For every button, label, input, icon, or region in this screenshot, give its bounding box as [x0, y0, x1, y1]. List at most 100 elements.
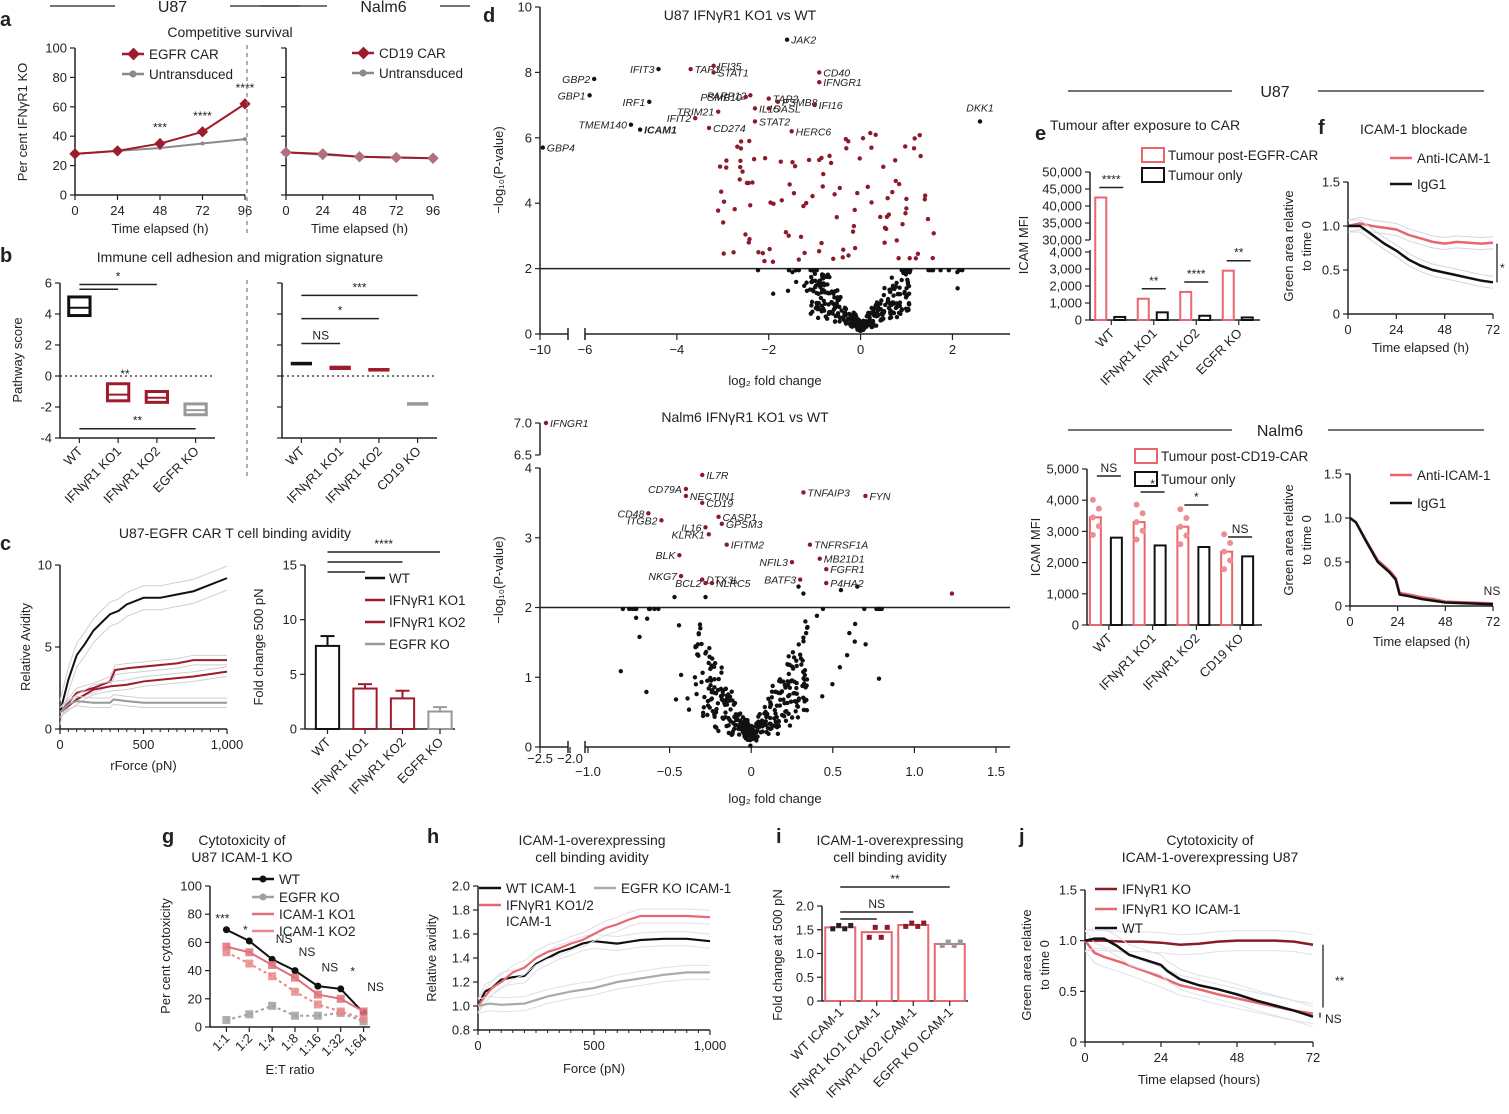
e1-sig-text: ** — [1149, 274, 1159, 288]
d1-point-significant — [732, 206, 737, 212]
j1-sig-text-1: ** — [1335, 974, 1345, 988]
d1-point-significant — [718, 189, 724, 194]
c1-error-band-lower — [59, 589, 228, 725]
d2-point — [820, 606, 826, 612]
e2-point — [1183, 532, 1190, 539]
d1-point-labeled — [591, 76, 597, 82]
f1-error-band — [1348, 219, 1494, 277]
b1-y-tick-label: 2 — [45, 338, 52, 353]
d1-gene-label: PARP12 — [707, 90, 747, 102]
j1-x-tick-label: 24 — [1154, 1050, 1168, 1065]
d1-point — [785, 288, 791, 294]
d1-point-significant — [827, 153, 832, 159]
d2-point — [781, 679, 786, 684]
d2-point — [785, 662, 790, 667]
b1-box — [67, 295, 92, 318]
d1-point-significant — [837, 185, 842, 191]
b2-x-tick-label: WT — [283, 443, 308, 468]
d2-point — [719, 665, 724, 670]
d1-point — [906, 291, 912, 296]
panel-label-a: a — [0, 9, 12, 31]
d2-point — [783, 685, 788, 690]
i1-point — [866, 934, 872, 940]
g1-point — [245, 948, 254, 957]
d2-point — [738, 718, 743, 723]
h1-y-tick-label: 2.0 — [452, 879, 470, 894]
d2-point — [732, 700, 738, 706]
e2-point — [1221, 566, 1228, 573]
d1-point-labeled — [706, 125, 712, 131]
a1-point — [196, 126, 209, 138]
e2-point — [1133, 519, 1140, 526]
d2-point — [769, 695, 774, 700]
f1-sig-text: * — [1500, 261, 1505, 275]
d1-point — [837, 315, 843, 320]
h1-error-band — [477, 945, 711, 1014]
chart-title-j1-2: ICAM-1-overexpressing U87 — [1122, 849, 1299, 865]
g1-legend-icam1-ko2-label: ICAM-1 KO2 — [279, 924, 356, 939]
e2-legend-post-car-label: Tumour post-CD19-CAR — [1161, 449, 1309, 464]
chart-title-g1: Cytotoxicity of — [198, 832, 285, 848]
e1-y-tick-label: 1,000 — [1049, 296, 1082, 311]
a2-x-axis-title: Time elapsed (h) — [311, 221, 408, 236]
d2-point — [724, 697, 729, 703]
d2-gene-label: BCL2 — [675, 578, 701, 590]
j1-sig-text-2: NS — [1325, 1012, 1342, 1026]
d1-point-significant — [886, 212, 892, 217]
f1-x-tick-label: 24 — [1389, 322, 1403, 337]
d1-point-significant — [798, 234, 804, 239]
e1-y-tick-label: 40,000 — [1042, 199, 1082, 214]
e2-point — [1095, 523, 1102, 530]
j1-legend-wt-label: WT — [1122, 921, 1143, 936]
d2-gene-label: BATF3 — [764, 575, 796, 587]
d1-gene-label: IFI16 — [819, 100, 843, 112]
g1-legend-egfr-ko-marker — [259, 893, 267, 901]
d2-point-labeled — [797, 577, 803, 582]
chart-title-c: U87-EGFR CAR T cell binding avidity — [119, 525, 351, 541]
a1-point — [69, 148, 81, 160]
d2-point — [703, 651, 708, 656]
chart-title-a: Competitive survival — [167, 24, 292, 40]
d2-point — [773, 711, 778, 716]
d2-gene-label: FGFR1 — [830, 564, 864, 576]
d2-point-labeled — [677, 552, 682, 558]
d2-point — [862, 606, 867, 612]
d1-point — [826, 290, 831, 296]
d1-point — [938, 268, 943, 273]
d2-x-tick-label: −0.5 — [657, 764, 683, 779]
a2-x-tick-label: 48 — [352, 203, 366, 218]
chart-title-f1: ICAM-1 blockade — [1360, 121, 1468, 137]
g1-point — [291, 987, 299, 996]
e1-bar-tumour-only — [1198, 314, 1212, 321]
a1-y-tick-label: 0 — [60, 188, 67, 203]
d1-point — [853, 312, 858, 317]
g1-x-tick-label: 1:16 — [295, 1031, 324, 1060]
d2-point — [672, 594, 677, 600]
d2-point — [627, 606, 632, 612]
panel-label-e: e — [1035, 123, 1046, 145]
j1-y-tick-label: 0.5 — [1059, 984, 1077, 999]
d1-point-significant — [738, 139, 744, 144]
a1-significance: *** — [153, 121, 167, 135]
d2-point — [799, 662, 804, 667]
j1-legend-ko-icam-label: IFNγR1 KO ICAM-1 — [1122, 902, 1241, 917]
e2-y-tick-label: 0 — [1072, 618, 1079, 633]
d1-point-significant — [791, 191, 797, 196]
d1-point-significant — [834, 215, 839, 220]
d2-point-labeled — [678, 573, 684, 579]
c2-x-tick-label: WT — [309, 734, 334, 759]
d2-point — [700, 710, 706, 716]
d1-point-significant — [747, 236, 752, 242]
e2-point — [1183, 514, 1190, 521]
d1-point-significant — [840, 255, 845, 260]
i1-point — [915, 923, 921, 929]
d2-point — [718, 686, 724, 692]
d1-point-labeled — [812, 102, 817, 108]
d1-point — [897, 300, 903, 305]
d1-x-tick-label: −10 — [529, 342, 551, 357]
d1-point — [811, 268, 816, 273]
a2-x-tick-label: 96 — [426, 203, 440, 218]
g1-x-tick-label: 1:32 — [318, 1031, 347, 1060]
d2-gene-label: CD19 — [706, 498, 733, 510]
d1-point-significant — [786, 233, 791, 238]
